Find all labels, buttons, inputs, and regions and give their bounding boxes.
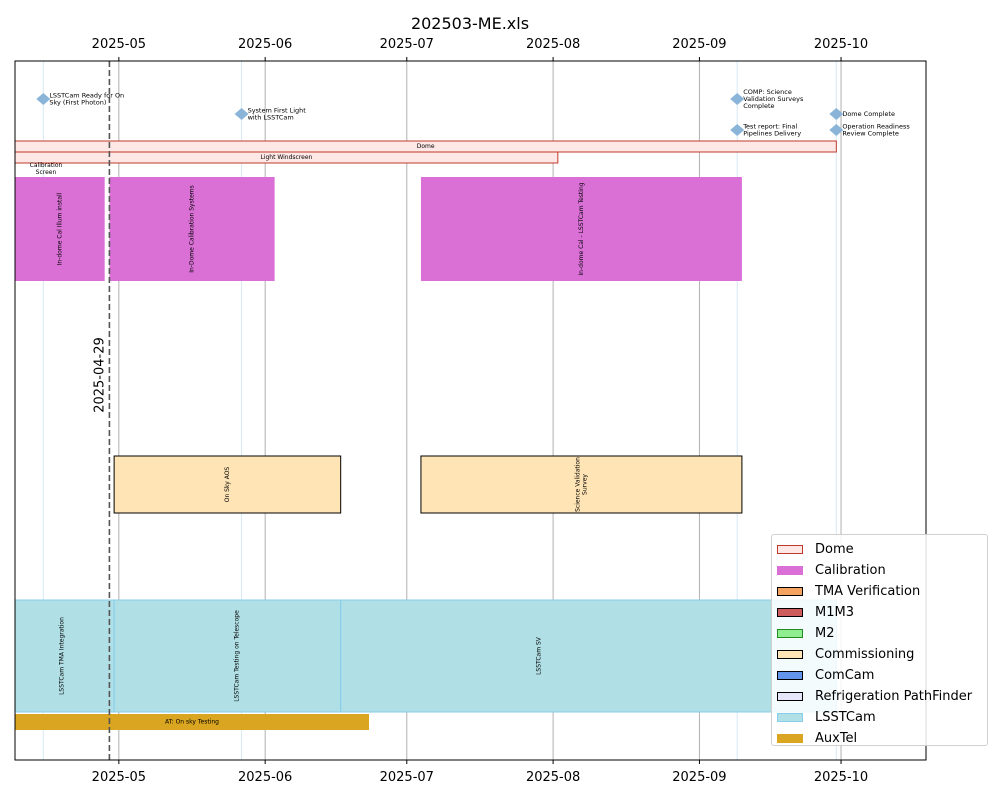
task-label: Survey (581, 474, 588, 495)
milestone-label: LSSTCam Ready for On (49, 92, 124, 100)
milestone-label: Sky (First Photon) (49, 99, 106, 107)
legend-item: ComCam (777, 665, 987, 686)
task-bar (109, 177, 275, 281)
reference-line-label: 2025-04-29 (92, 337, 107, 413)
task-bar (340, 599, 837, 713)
milestone-diamond (829, 124, 844, 136)
milestone-diamond (730, 93, 745, 105)
legend-swatch (777, 734, 803, 743)
top-tick-label: 2025-10 (814, 37, 868, 52)
milestone-label: with LSSTCam (248, 114, 294, 122)
legend-item: M1M3 (777, 602, 987, 623)
top-tick-label: 2025-08 (526, 37, 580, 52)
milestone-label: Complete (743, 102, 774, 110)
task-bar (420, 455, 743, 514)
legend-label: LSSTCam (815, 710, 876, 725)
bottom-tick-label: 2025-06 (238, 770, 292, 785)
legend-item: Calibration (777, 560, 987, 581)
top-tick-label: 2025-05 (92, 37, 146, 52)
legend-label: AuxTel (815, 731, 858, 746)
task-label: Dome (417, 143, 435, 150)
legend-label: Refrigeration PathFinder (815, 689, 973, 704)
milestone-label: Test report: Final (742, 123, 797, 131)
legend: Dome Calibration TMA Verification M1M3 M2 Com… (771, 534, 988, 746)
legend-swatch (777, 608, 803, 617)
legend-item: Dome (777, 539, 987, 560)
milestone-label: System First Light (248, 107, 307, 115)
milestone-diamond (234, 108, 249, 120)
bottom-tick-label: 2025-08 (526, 770, 580, 785)
legend-label: Commissioning (815, 647, 915, 662)
legend-label: Calibration (815, 563, 886, 578)
milestone-label: Validation Surveys (743, 95, 804, 103)
legend-swatch (777, 671, 803, 680)
legend-swatch (777, 587, 803, 596)
top-tick-label: 2025-09 (672, 37, 726, 52)
task-label: In-dome Cal Illum install (56, 192, 63, 265)
legend-swatch (777, 650, 803, 659)
plot-frame (14, 60, 927, 761)
legend-item: Refrigeration PathFinder (777, 686, 987, 707)
task-bar (15, 714, 370, 730)
task-label: AT: On sky Testing (165, 719, 219, 726)
top-tick-label: 2025-07 (380, 37, 434, 52)
legend-swatch (777, 566, 803, 575)
bottom-tick-label: 2025-07 (380, 770, 434, 785)
legend-label: TMA Verification (815, 584, 921, 599)
task-label: LSSTCam Testing on Telescope (233, 610, 240, 702)
legend-item: LSSTCam (777, 707, 987, 728)
task-label: Calibration (30, 162, 63, 169)
task-label: Screen (36, 169, 57, 176)
task-label: Science Validation (574, 457, 581, 512)
chart-title: 202503-ME.xls (411, 14, 529, 33)
milestone-label: Dome Complete (842, 110, 895, 118)
task-label: LSSTCam SV (535, 636, 542, 675)
reference-line: 2025-04-29 (92, 61, 111, 760)
legend-label: Dome (815, 542, 854, 557)
milestone-label: Review Complete (842, 130, 899, 138)
task-bar (113, 455, 342, 514)
legend-label: ComCam (815, 668, 875, 683)
task-bar (113, 599, 342, 713)
legend-swatch (777, 713, 803, 722)
task-label: In-dome Cal - LSSTCam Testing (578, 182, 585, 275)
legend-item: M2 (777, 623, 987, 644)
bottom-tick-label: 2025-09 (672, 770, 726, 785)
task-bar (15, 177, 105, 281)
legend-item: AuxTel (777, 728, 987, 749)
bottom-tick-label: 2025-10 (814, 770, 868, 785)
task-label: In-Dome Calibration Systems (189, 185, 196, 273)
task-label: Light Windscreen (260, 154, 312, 161)
legend-swatch (777, 545, 803, 554)
bottom-tick-label: 2025-05 (92, 770, 146, 785)
axis-ticks: 2025-05 2025-05 2025-06 2025-06 2025-07 2025-… (92, 37, 869, 785)
milestone-diamond (730, 124, 745, 136)
milestone-diamond (829, 108, 844, 120)
legend-item: TMA Verification (777, 581, 987, 602)
top-tick-label: 2025-06 (238, 37, 292, 52)
legend-swatch (777, 629, 803, 638)
milestone-diamond (36, 93, 51, 105)
milestone-label: Operation Readiness (842, 123, 910, 131)
legend-label: M2 (815, 626, 835, 641)
milestone-label: Pipelines Delivery (743, 130, 801, 138)
legend-item: Commissioning (777, 644, 987, 665)
legend-swatch (777, 692, 803, 701)
task-label: On Sky AOS (224, 467, 231, 503)
milestone-label: COMP: Science (743, 88, 792, 96)
task-label: LSSTCam TMA Integration (59, 617, 66, 695)
task-bar (420, 177, 742, 281)
legend-label: M1M3 (815, 605, 854, 620)
